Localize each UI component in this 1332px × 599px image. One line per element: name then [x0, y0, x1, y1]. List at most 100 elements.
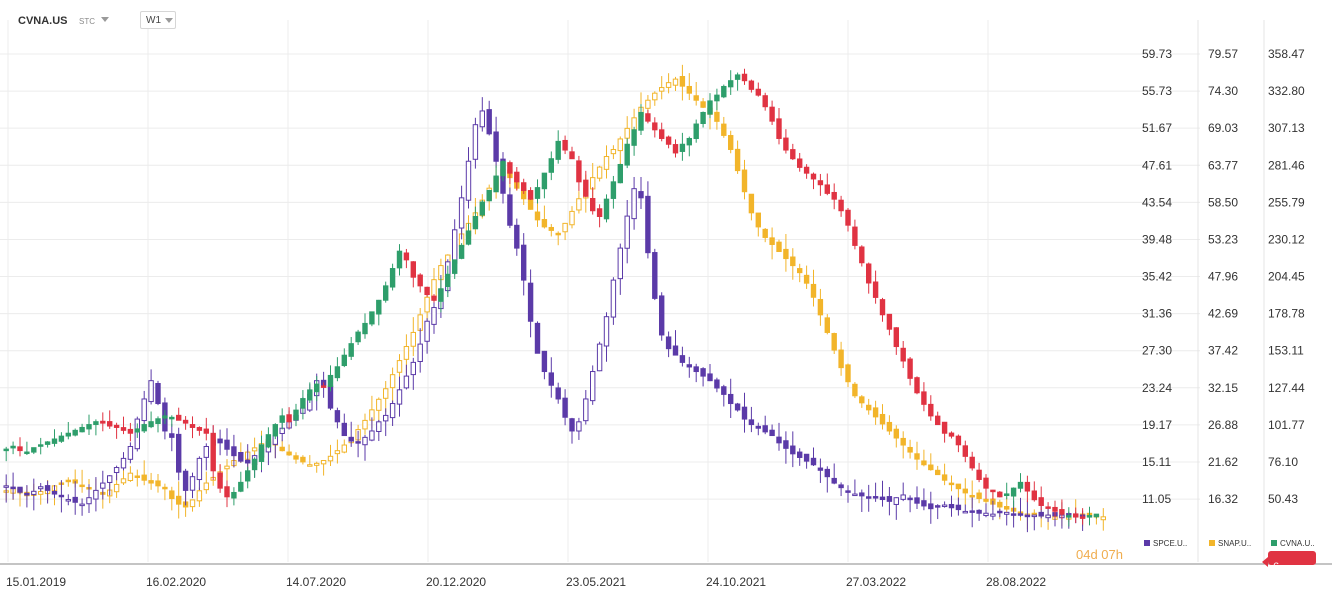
- last-price-badge-value: 6: [1273, 561, 1279, 573]
- spce-body: [983, 512, 989, 517]
- snap-body: [362, 419, 368, 430]
- snap-candle: [728, 130, 734, 154]
- spce-candle: [51, 485, 58, 499]
- spce-candle: [569, 417, 575, 444]
- cvna-candle: [1059, 499, 1065, 519]
- cvna-candle: [707, 93, 713, 119]
- cvna-candle: [831, 183, 837, 210]
- snap-candle: [679, 64, 686, 101]
- snap-candle: [293, 452, 299, 464]
- cvna-candle: [631, 126, 637, 156]
- cvna-candle: [1038, 486, 1044, 511]
- cvna-body: [527, 190, 534, 200]
- cvna-body: [127, 428, 134, 434]
- spce-candle: [817, 458, 824, 483]
- cvna-candle: [1045, 502, 1051, 510]
- cvna-candle: [210, 425, 216, 480]
- spce-candle: [113, 465, 120, 481]
- cvna-candle: [969, 451, 975, 471]
- cvna-candle: [700, 111, 706, 128]
- cvna-candle: [659, 122, 665, 142]
- snap-body: [286, 451, 292, 456]
- spce-body: [852, 493, 858, 497]
- cvna-body: [755, 88, 761, 96]
- cvna-candle: [665, 135, 672, 149]
- price-scale-label: 178.78: [1268, 307, 1305, 321]
- cvna-candle: [962, 440, 968, 463]
- snap-body: [776, 241, 782, 253]
- cvna-candle: [410, 261, 417, 288]
- cvna-candle: [203, 417, 210, 441]
- snap-candle: [286, 444, 292, 456]
- price-scale-label: 281.46: [1268, 158, 1305, 172]
- spce-body: [838, 484, 844, 489]
- spce-body: [596, 343, 603, 372]
- symbol-chevron-down-icon[interactable]: [101, 17, 109, 22]
- snap-body: [672, 78, 679, 86]
- snap-body: [845, 364, 851, 383]
- cvna-candle: [790, 143, 796, 161]
- cvna-candle: [486, 189, 492, 202]
- cvna-candle: [810, 172, 817, 190]
- price-scale-label: 230.12: [1268, 232, 1305, 246]
- spce-body: [521, 244, 527, 281]
- spce-candle: [928, 491, 934, 524]
- snap-body: [424, 296, 430, 313]
- symbol-label[interactable]: CVNA.US: [18, 15, 68, 27]
- spce-candle: [396, 376, 403, 417]
- cvna-candle: [100, 412, 106, 432]
- cvna-candle: [748, 79, 755, 93]
- spce-body: [831, 477, 837, 484]
- spce-body: [652, 252, 658, 299]
- cvna-body: [3, 448, 9, 452]
- snap-candle: [672, 76, 679, 92]
- cvna-candle: [1086, 506, 1093, 526]
- cvna-candle: [65, 421, 71, 440]
- snap-body: [652, 92, 658, 101]
- snap-candle: [852, 382, 858, 399]
- price-scale-label: 15.11: [1142, 455, 1171, 469]
- snap-body: [176, 495, 182, 505]
- spce-body: [734, 403, 741, 411]
- price-scale-label: 307.13: [1268, 121, 1305, 135]
- spce-body: [872, 496, 879, 499]
- cvna-candle: [721, 84, 727, 99]
- spce-body: [127, 446, 134, 460]
- snap-body: [797, 268, 803, 274]
- snap-body: [65, 479, 71, 483]
- cvna-candle: [686, 136, 692, 157]
- cvna-body: [51, 438, 58, 444]
- spce-body: [576, 421, 582, 432]
- price-scale-label: 153.11: [1268, 344, 1304, 358]
- cvna-candle: [148, 411, 154, 429]
- cvna-body: [431, 295, 437, 301]
- cvna-body: [714, 94, 720, 102]
- cvna-candle: [245, 466, 251, 489]
- spce-body: [859, 492, 865, 497]
- spce-candle: [493, 116, 499, 168]
- snap-candle: [569, 206, 575, 229]
- cvna-body: [38, 444, 44, 447]
- spce-candle: [507, 187, 513, 229]
- cvna-body: [176, 414, 182, 421]
- timeframe-select[interactable]: W1: [140, 11, 176, 29]
- spce-candle: [238, 451, 244, 463]
- snap-body: [859, 396, 865, 404]
- spce-candle: [914, 486, 920, 509]
- cvna-candle: [24, 441, 30, 456]
- snap-body: [893, 428, 899, 439]
- snap-body: [838, 349, 844, 369]
- snap-body: [603, 156, 610, 170]
- snap-candle: [141, 460, 147, 486]
- spce-candle: [231, 434, 237, 468]
- spce-candle: [734, 402, 741, 412]
- spce-body: [928, 503, 934, 510]
- cvna-body: [569, 151, 575, 160]
- cvna-candle: [86, 414, 92, 436]
- spce-candle: [44, 480, 51, 504]
- cvna-body: [997, 491, 1003, 498]
- cvna-series: [3, 68, 1100, 527]
- cvna-candle: [224, 480, 230, 508]
- cvna-body: [355, 331, 361, 343]
